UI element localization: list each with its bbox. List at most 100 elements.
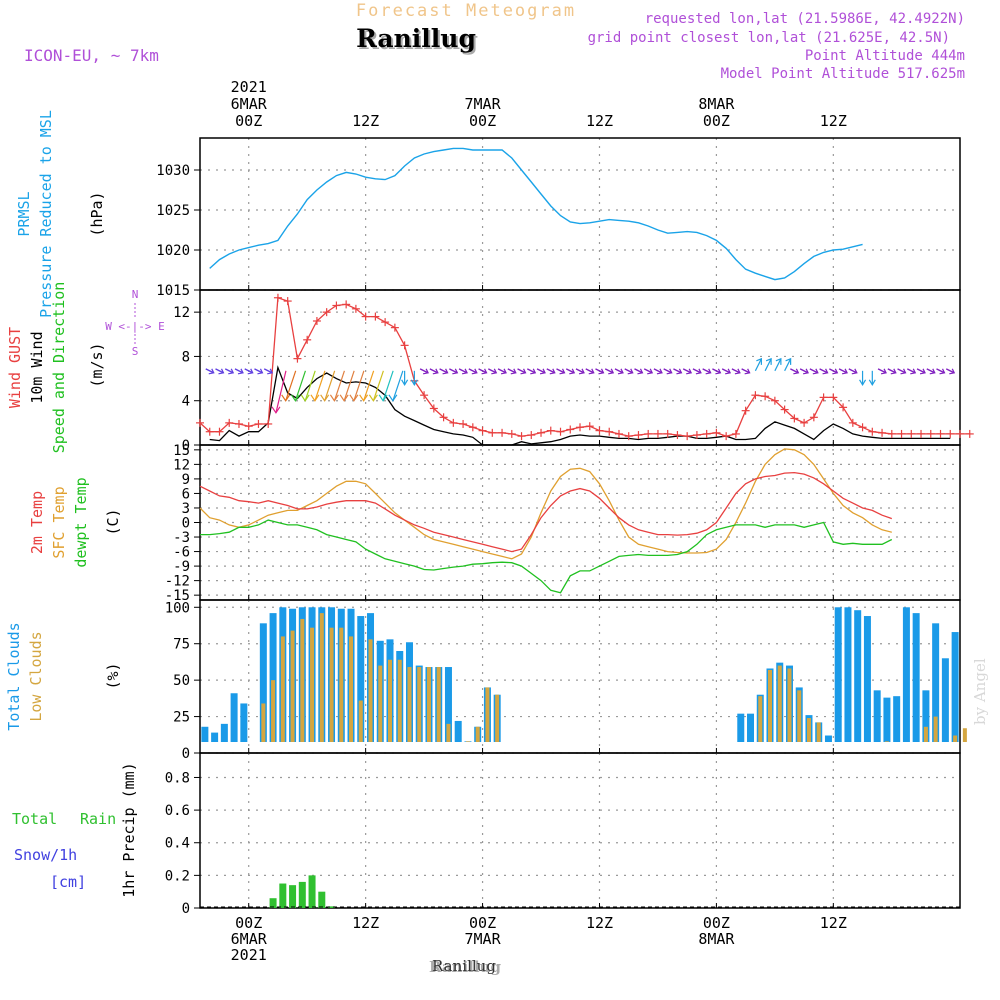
- low-clouds-bar: [310, 627, 315, 742]
- precip-bar: [328, 906, 336, 908]
- arrow-head: [208, 368, 215, 375]
- low-clouds-bar: [397, 659, 402, 742]
- arrow-shaft: [575, 368, 585, 374]
- low-clouds-bar: [777, 665, 782, 742]
- arrow-shaft: [712, 368, 721, 374]
- low-clouds-bar: [475, 726, 480, 742]
- bottom-time-label: 7MAR: [465, 930, 502, 948]
- gust-point: [858, 423, 867, 432]
- low-clouds-bar: [806, 718, 811, 742]
- gust-point: [498, 428, 507, 437]
- panel-label-line: Pressure Reduced to MSL: [37, 110, 55, 318]
- gust-point: [868, 427, 877, 436]
- wind-direction-arrow: [224, 368, 235, 375]
- arrow-shaft: [507, 368, 517, 374]
- gust-point: [449, 418, 458, 427]
- total-clouds-bar: [357, 616, 365, 742]
- total-clouds-bar: [883, 697, 891, 742]
- panel-precip: 0 0.2 0.4 0.6 0.8: [165, 752, 961, 917]
- arrow-head: [237, 368, 244, 375]
- wind-direction-arrow: [556, 368, 566, 375]
- arrow-shaft: [790, 368, 799, 374]
- arrow-head: [257, 368, 264, 375]
- arrow-head: [549, 368, 556, 375]
- model-altitude: Model Point Altitude 517.625m: [721, 66, 965, 82]
- y-tick-label: 100: [165, 600, 190, 616]
- arrow-head: [785, 357, 792, 365]
- top-time-label: 7MAR: [465, 95, 502, 113]
- arrow-shaft: [799, 368, 809, 374]
- wind-direction-arrow: [478, 368, 488, 375]
- arrow-head: [228, 368, 235, 375]
- arrow-shaft: [877, 368, 887, 374]
- total-clouds-bar: [220, 723, 228, 742]
- panel-label-line: Total Clouds: [5, 622, 23, 730]
- gust-point: [956, 429, 964, 438]
- arrow-shaft: [304, 370, 316, 402]
- precip-bar: [298, 881, 306, 908]
- total-clouds-bar: [454, 720, 462, 742]
- y-tick-label: 1020: [156, 243, 190, 259]
- arrow-shaft: [653, 368, 663, 374]
- arrow-shaft: [848, 368, 858, 374]
- arrow-shaft: [382, 370, 394, 402]
- arrow-shaft: [926, 368, 936, 374]
- y-tick-label: 0.8: [165, 770, 190, 786]
- watermark: by Angel: [971, 658, 989, 725]
- arrow-shaft: [275, 370, 287, 413]
- bottom-time-label: 6MAR: [231, 930, 268, 948]
- y-tick-label: 0: [182, 901, 190, 917]
- wind-direction-arrow: [320, 370, 336, 402]
- top-time-label: 6MAR: [231, 95, 268, 113]
- gust-point: [907, 429, 916, 438]
- arrow-head: [695, 368, 702, 375]
- gust-point: [751, 391, 760, 400]
- low-clouds-bar: [436, 667, 441, 742]
- gust-point: [205, 427, 214, 436]
- arrow-shaft: [634, 368, 643, 374]
- compass-icon: W <-|-> E N S: [105, 288, 165, 358]
- gust-point: [527, 431, 536, 440]
- gust-point: [429, 404, 438, 413]
- wind-direction-arrow: [254, 368, 264, 375]
- low-clouds-bar: [300, 618, 305, 742]
- gust-point: [371, 312, 380, 321]
- arrow-shaft: [517, 368, 526, 374]
- arrow-shaft: [731, 368, 741, 374]
- y-tick-label: 12: [173, 457, 190, 473]
- arrow-shaft: [458, 368, 468, 374]
- arrow-head: [491, 368, 498, 375]
- arrow-head: [520, 368, 527, 375]
- panel-label-line: Low Clouds: [27, 631, 45, 721]
- gust-line: [199, 296, 970, 437]
- arrow-head: [900, 368, 907, 375]
- legend-total: Total: [12, 810, 57, 828]
- arrow-head: [744, 368, 751, 375]
- low-clouds-bar: [261, 703, 266, 742]
- low-clouds-bar: [329, 627, 334, 742]
- wind-direction-arrow: [401, 370, 409, 386]
- arrow-shaft: [624, 368, 634, 374]
- arrow-head: [756, 357, 762, 365]
- arrow-shaft: [234, 368, 244, 374]
- y-tick-label: 50: [173, 673, 190, 689]
- y-tick-label: 8: [182, 349, 190, 365]
- gust-point: [390, 323, 399, 332]
- wind-direction-arrow: [300, 370, 316, 402]
- panel-label-temp: 2m Temp SFC Temp dewpt Temp: [28, 477, 90, 567]
- low-clouds-bar: [933, 716, 938, 742]
- arrow-head: [267, 368, 274, 375]
- total-clouds-bar: [834, 607, 842, 742]
- gust-point: [712, 428, 721, 437]
- low-clouds-bar: [816, 722, 821, 742]
- gust-point: [644, 429, 653, 438]
- arrow-head: [939, 368, 946, 375]
- arrow-shaft: [546, 368, 556, 374]
- y-tick-label: 4: [182, 394, 190, 410]
- gust-point: [605, 427, 614, 436]
- arrow-head: [539, 368, 546, 375]
- wind-direction-arrow: [458, 368, 468, 375]
- arrow-shaft: [343, 370, 355, 402]
